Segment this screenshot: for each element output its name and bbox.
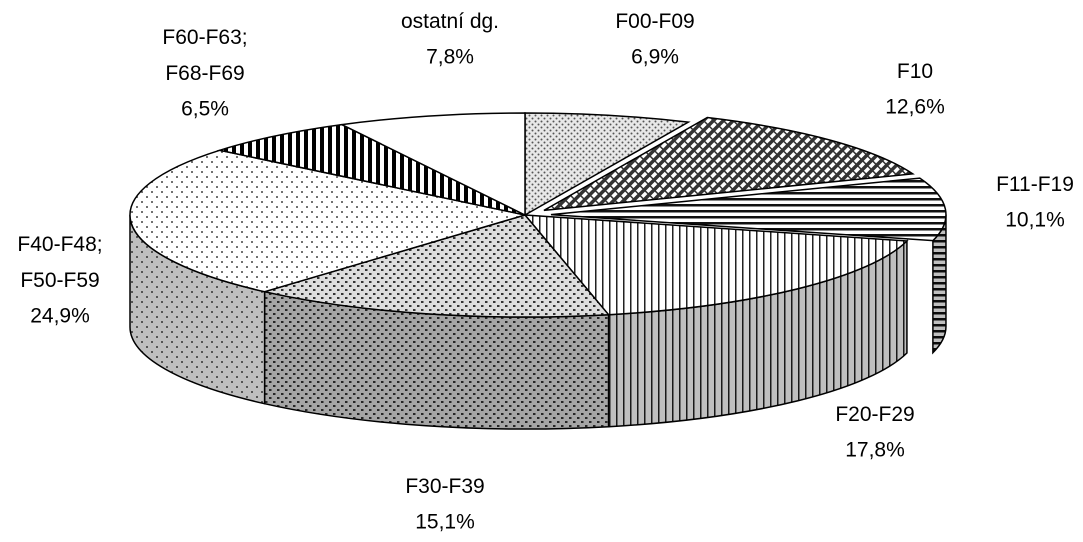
slice [339,112,526,217]
slice-label: F00-F09 [615,10,694,33]
sides [129,214,947,430]
side-shade [932,214,946,353]
value-label: 7,8% [426,46,474,69]
slice-label: F60-F63; F68-F69 [162,26,247,85]
value-label: 17,8% [845,439,905,462]
side-shade [130,215,265,404]
slice-label: F40-F48; F50-F59 [17,233,102,292]
slice [524,112,691,217]
value-label: 24,9% [30,305,90,328]
slice-label: F10 [897,60,933,83]
slice-label: F30-F39 [405,475,484,498]
value-label: 6,9% [631,46,679,69]
value-label: 6,5% [181,98,229,121]
slice [550,177,947,242]
slice [543,116,915,212]
slice-label: F11-F19 [996,173,1074,196]
slice-label: F20-F29 [835,403,914,426]
slice [216,123,526,216]
slice [129,149,526,293]
slice [261,214,611,318]
slice-label: ostatní dg. [401,10,499,33]
value-label: 10,1% [1005,209,1065,232]
side-shade [608,241,907,427]
value-label: 12,6% [885,96,945,119]
slice [523,214,909,316]
side-shade [264,291,609,430]
value-label: 15,1% [415,511,475,534]
